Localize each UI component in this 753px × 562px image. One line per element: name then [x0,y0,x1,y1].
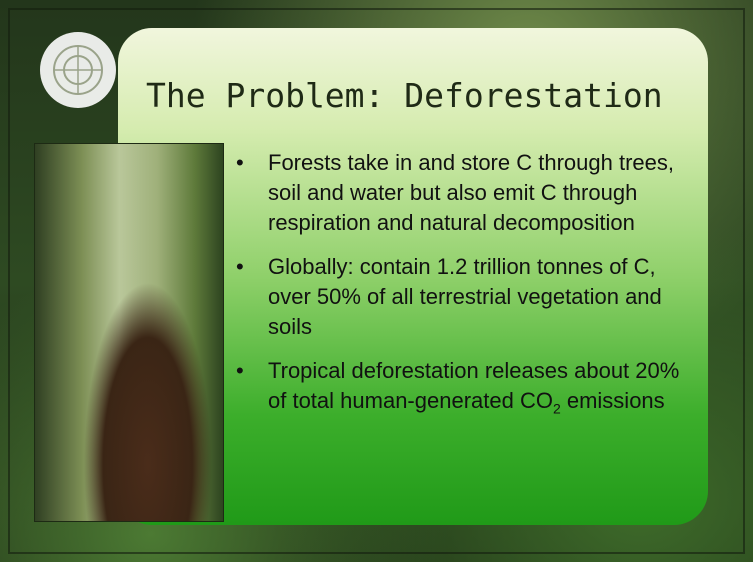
un-emblem [38,30,118,110]
bullet-text: Forests take in and store C through tree… [268,150,674,235]
bullet-text: Globally: contain 1.2 trillion tonnes of… [268,254,662,339]
bullet-text: emissions [561,388,665,413]
slide: The Problem: Deforestation Forests take … [0,0,753,562]
slide-title: The Problem: Deforestation [146,76,663,115]
log-photo [34,143,224,522]
subscript: 2 [553,400,561,416]
bullet: Globally: contain 1.2 trillion tonnes of… [232,252,702,342]
bullet: Tropical deforestation releases about 20… [232,356,702,423]
bullet-list: Forests take in and store C through tree… [232,148,702,437]
bullet: Forests take in and store C through tree… [232,148,702,238]
